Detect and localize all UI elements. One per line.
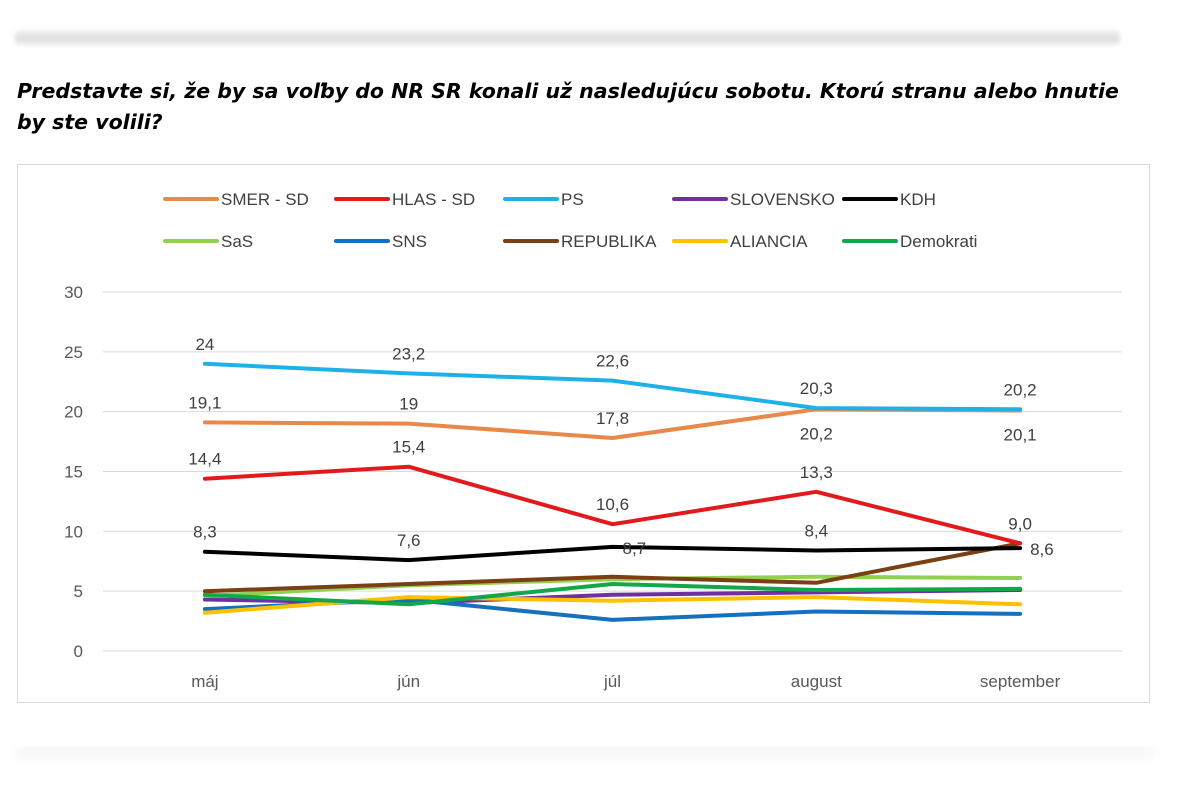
legend-label-smer-sd: SMER - SD <box>221 190 309 209</box>
y-axis-ticks: 0 5 10 15 20 25 30 <box>64 283 83 661</box>
data-label: 24 <box>195 335 214 354</box>
x-tick-label-0: máj <box>191 672 218 691</box>
data-label: 20,2 <box>1004 380 1037 399</box>
series-lines <box>202 361 1023 622</box>
data-label: 20,1 <box>1004 425 1037 444</box>
y-tick-label: 0 <box>74 642 83 661</box>
y-tick-label: 20 <box>64 403 83 422</box>
series-line-kdh <box>202 544 1023 563</box>
data-label: 14,4 <box>188 450 221 469</box>
chart-question-title: Predstavte si, že by sa voľby do NR SR k… <box>17 79 1119 134</box>
x-tick-label-2: júl <box>603 672 621 691</box>
legend-label-slovensko: SLOVENSKO <box>730 190 835 209</box>
series-line-sas <box>202 574 1023 598</box>
data-label: 20,3 <box>800 379 833 398</box>
data-label: 9,0 <box>1008 514 1032 533</box>
series-line-hlas-sd <box>202 464 1023 546</box>
data-label: 8,4 <box>804 521 828 540</box>
legend-label-sas: SaS <box>221 232 253 251</box>
legend-label-demokrati: Demokrati <box>900 232 977 251</box>
x-tick-label-1: jún <box>396 672 420 691</box>
data-label: 13,3 <box>800 463 833 482</box>
data-label: 8,6 <box>1030 540 1054 559</box>
data-labels: 19,1 19 17,8 20,2 20,1 14,4 15,4 10,6 13,3 9,0 24 2… <box>188 335 1053 559</box>
legend-label-republika: REPUBLIKA <box>561 232 657 251</box>
blurred-header-text <box>15 30 1120 46</box>
legend-label-kdh: KDH <box>900 190 936 209</box>
data-label: 20,2 <box>800 424 833 443</box>
x-tick-label-3: august <box>791 672 842 691</box>
legend-label-ps: PS <box>561 190 584 209</box>
series-line-ps <box>202 361 1023 412</box>
data-label: 7,6 <box>397 531 421 550</box>
legend-label-sns: SNS <box>392 232 427 251</box>
series-line-demokrati <box>202 582 1023 607</box>
blurred-footer <box>15 746 1155 760</box>
data-label: 15,4 <box>392 438 425 457</box>
series-line-republika <box>202 541 1023 594</box>
data-label: 17,8 <box>596 409 629 428</box>
legend-label-hlas-sd: HLAS - SD <box>392 190 475 209</box>
x-tick-label-4: september <box>980 672 1061 691</box>
data-label: 10,6 <box>596 495 629 514</box>
y-tick-label: 10 <box>64 522 83 541</box>
legend: SMER - SD HLAS - SD PS SLOVENSKO KDH SaS SNS RE… <box>163 190 977 251</box>
x-axis-ticks: máj jún júl august september <box>191 672 1060 691</box>
y-tick-label: 5 <box>74 582 83 601</box>
y-tick-label: 25 <box>64 343 83 362</box>
y-tick-label: 15 <box>64 463 83 482</box>
y-tick-label: 30 <box>64 283 83 302</box>
data-label: 23,2 <box>392 344 425 363</box>
data-label: 8,3 <box>193 523 217 542</box>
data-label: 19,1 <box>188 393 221 412</box>
data-label: 22,6 <box>596 352 629 371</box>
data-label: 8,7 <box>623 539 647 558</box>
data-label: 19 <box>399 395 418 414</box>
legend-label-aliancia: ALIANCIA <box>730 232 808 251</box>
